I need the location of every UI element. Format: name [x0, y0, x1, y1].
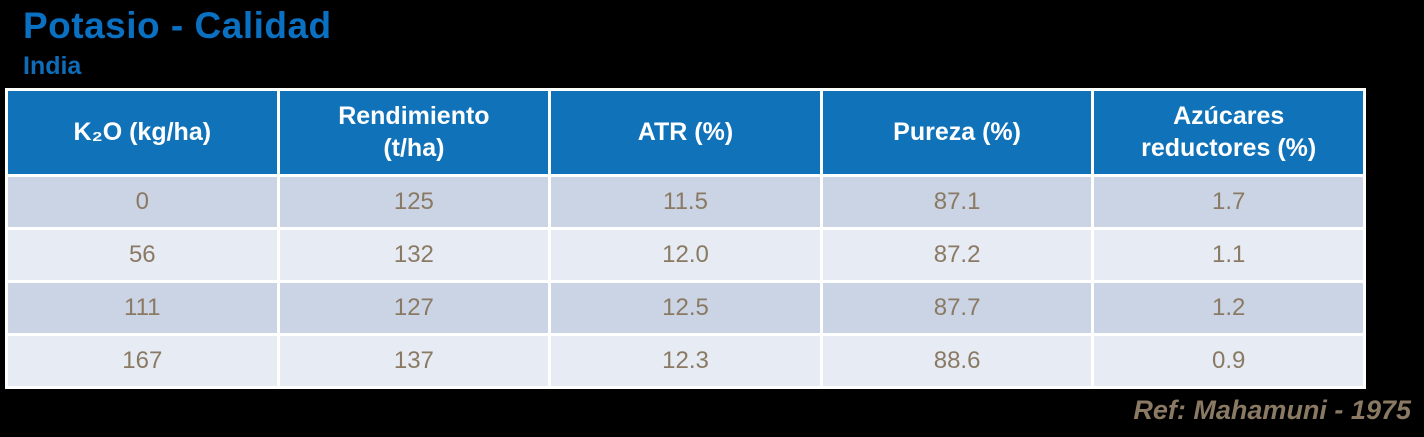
table-cell: 111: [8, 283, 277, 333]
table-cell: 125: [279, 177, 549, 227]
column-header-atr: ATR (%): [551, 91, 820, 174]
column-header-pureza: Pureza (%): [822, 91, 1092, 174]
table-cell: 1.2: [1094, 283, 1363, 333]
table-cell: 0.9: [1094, 336, 1363, 386]
header-row: K₂O (kg/ha) Rendimiento (t/ha) ATR (%) P…: [8, 91, 1363, 174]
table-cell: 167: [8, 336, 277, 386]
table-row: 0 125 11.5 87.1 1.7: [8, 177, 1363, 227]
column-header-rendimiento: Rendimiento (t/ha): [279, 91, 549, 174]
table-cell: 0: [8, 177, 277, 227]
table-cell: 56: [8, 230, 277, 280]
slide-subtitle: India: [23, 52, 82, 80]
column-header-azucares: Azúcares reductores (%): [1094, 91, 1363, 174]
column-header-k2o: K₂O (kg/ha): [8, 91, 277, 174]
table-cell: 12.5: [551, 283, 820, 333]
table-cell: 11.5: [551, 177, 820, 227]
table-cell: 12.0: [551, 230, 820, 280]
table-cell: 132: [279, 230, 549, 280]
potassium-quality-table: K₂O (kg/ha) Rendimiento (t/ha) ATR (%) P…: [5, 88, 1366, 389]
reference-citation: Ref: Mahamuni - 1975: [1133, 395, 1411, 425]
table-row: 56 132 12.0 87.2 1.1: [8, 230, 1363, 280]
table-cell: 127: [279, 283, 549, 333]
table-header: K₂O (kg/ha) Rendimiento (t/ha) ATR (%) P…: [8, 91, 1363, 174]
table-cell: 137: [279, 336, 549, 386]
table-cell: 12.3: [551, 336, 820, 386]
table-cell: 87.7: [822, 283, 1092, 333]
table-body: 0 125 11.5 87.1 1.7 56 132 12.0 87.2 1.1…: [8, 177, 1363, 386]
table-cell: 1.7: [1094, 177, 1363, 227]
slide-title: Potasio - Calidad: [23, 5, 332, 46]
table-cell: 1.1: [1094, 230, 1363, 280]
table-cell: 87.2: [822, 230, 1092, 280]
table-row: 167 137 12.3 88.6 0.9: [8, 336, 1363, 386]
table-cell: 87.1: [822, 177, 1092, 227]
table-cell: 88.6: [822, 336, 1092, 386]
table-row: 111 127 12.5 87.7 1.2: [8, 283, 1363, 333]
